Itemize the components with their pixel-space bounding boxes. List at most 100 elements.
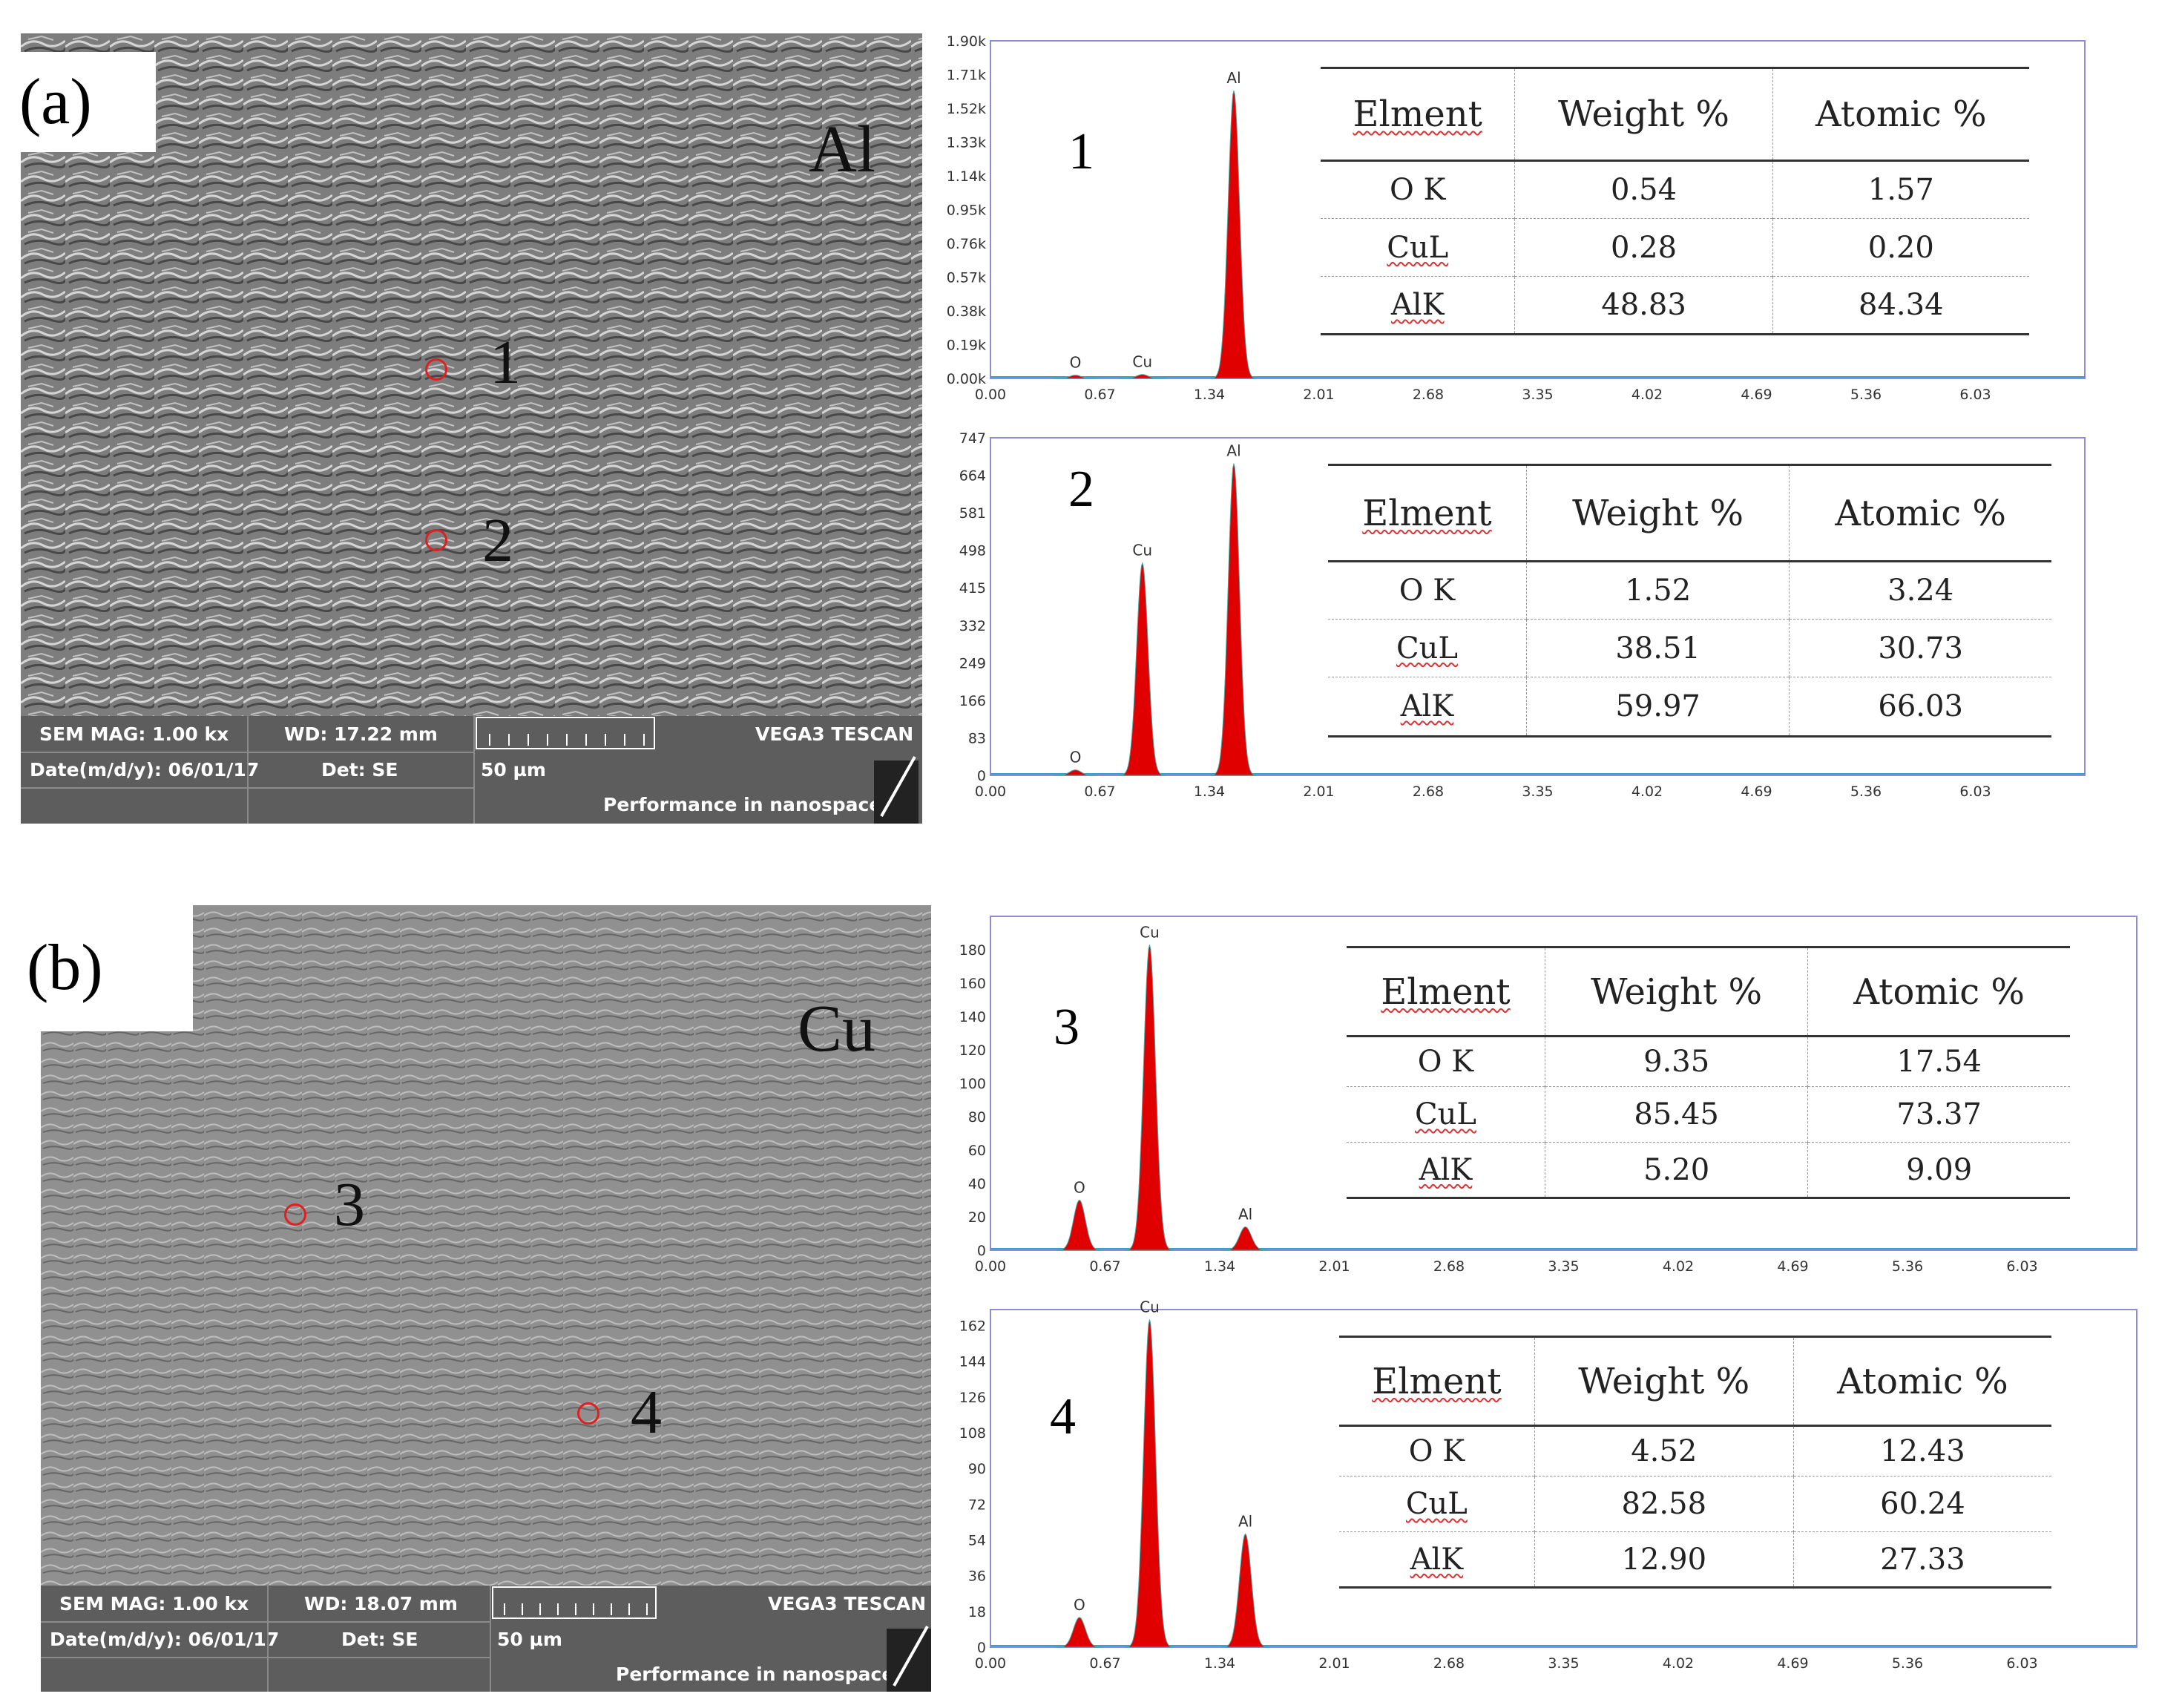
y-tick-label: 100 [959, 1076, 986, 1092]
scale-bar-icon [476, 717, 655, 749]
y-tick-label: 0.95k [947, 203, 986, 219]
x-tick-label: 6.03 [2006, 1258, 2037, 1275]
composition-table: Elment Weight % Atomic % O K 4.52 12.43 Cu… [1339, 1336, 2051, 1589]
element-cell: O K [1321, 160, 1515, 219]
column-header-weight: Weight % [1525, 464, 1790, 562]
tescan-logo-icon [874, 756, 919, 824]
weight-cell: 59.97 [1525, 677, 1790, 738]
y-tick-label: 747 [959, 430, 986, 447]
analysis-spot-marker [425, 358, 447, 381]
sem-texture-al [21, 33, 922, 824]
peak-O [1052, 375, 1099, 379]
y-tick-label: 0 [977, 768, 986, 784]
y-tick-label: 160 [959, 976, 986, 992]
tescan-logo-icon [887, 1626, 931, 1692]
x-tick-label: 1.34 [1204, 1258, 1235, 1275]
weight-cell: 0.28 [1514, 218, 1773, 277]
y-tick-label: 0.19k [947, 338, 986, 354]
column-header-element: Elment [1347, 946, 1545, 1037]
x-tick-label: 6.03 [1959, 387, 1991, 403]
peak-label: Al [1238, 1206, 1252, 1223]
x-tick-label: 5.36 [1850, 784, 1882, 800]
weight-cell: 5.20 [1544, 1142, 1808, 1199]
x-tick-label: 1.34 [1194, 387, 1225, 403]
x-tick-label: 4.69 [1777, 1655, 1808, 1672]
divider [21, 787, 473, 789]
sem-image-al [21, 33, 922, 824]
y-tick-label: 1.33k [947, 135, 986, 151]
sem-magnification: SEM MAG: 1.00 kx [59, 1593, 249, 1615]
y-tick-label: 140 [959, 1009, 986, 1025]
x-tick-label: 2.01 [1303, 387, 1334, 403]
element-cell: CuL [1339, 1476, 1535, 1532]
peak-Cu [1119, 562, 1166, 776]
peak-label: O [1070, 354, 1082, 372]
peak-Al [1210, 463, 1257, 776]
atomic-cell: 73.37 [1807, 1086, 2070, 1143]
divider [41, 1621, 490, 1623]
element-cell: AlK [1347, 1142, 1545, 1199]
weight-cell: 82.58 [1534, 1476, 1794, 1532]
panel-label: (a) [0, 52, 156, 152]
atomic-cell: 60.24 [1792, 1476, 2051, 1532]
y-tick-label: 90 [968, 1461, 986, 1477]
sem-vendor: VEGA3 TESCAN [768, 1593, 927, 1615]
y-tick-label: 415 [959, 580, 986, 597]
sem-detector: Det: SE [321, 759, 398, 781]
column-header-atomic: Atomic % [1789, 464, 2051, 562]
sem-vendor: VEGA3 TESCAN [755, 723, 914, 745]
y-tick-label: 0.57k [947, 270, 986, 286]
y-tick-label: 0 [977, 1243, 986, 1259]
analysis-spot-marker [425, 529, 447, 551]
y-tick-label: 83 [968, 730, 986, 746]
x-tick-label: 2.01 [1318, 1258, 1350, 1275]
x-tick-label: 2.68 [1433, 1258, 1465, 1275]
x-tick-label: 5.36 [1892, 1655, 1923, 1672]
peak-label: Cu [1140, 1298, 1160, 1316]
peak-label: Cu [1140, 923, 1160, 941]
peak-label: Al [1238, 1512, 1252, 1530]
y-tick-label: 120 [959, 1042, 986, 1059]
x-tick-label: 2.01 [1303, 784, 1334, 800]
sem-working-distance: WD: 17.22 mm [284, 723, 438, 745]
x-tick-label: 2.68 [1413, 784, 1444, 800]
x-tick-label: 0.67 [1084, 784, 1115, 800]
x-tick-label: 5.36 [1892, 1258, 1923, 1275]
atomic-cell: 9.09 [1807, 1142, 2070, 1199]
x-tick-label: 4.69 [1741, 387, 1772, 403]
sem-slogan: Performance in nanospace [603, 794, 882, 815]
column-header-atomic: Atomic % [1772, 67, 2029, 162]
eds-spectrum-2: 0 83 166 249 332 415 498 581 664 747 0.00 0.67 1.34 2… [931, 423, 2100, 820]
y-tick-label: 72 [968, 1497, 986, 1513]
divider [490, 1586, 491, 1692]
y-tick-label: 40 [968, 1176, 986, 1192]
peak-label: Cu [1132, 542, 1152, 559]
y-tick-label: 0.00k [947, 371, 986, 387]
x-tick-label: 4.69 [1777, 1258, 1808, 1275]
column-header-element: Elment [1328, 464, 1527, 562]
peak-O [1055, 1199, 1104, 1251]
peak-label: Al [1226, 69, 1240, 87]
peak-label: Cu [1132, 353, 1152, 371]
sem-info-bar: SEM MAG: 1.00 kx WD: 18.07 mm VEGA3 TESC… [41, 1586, 935, 1692]
peak-label: O [1070, 749, 1082, 766]
peak-label: Al [1226, 442, 1240, 460]
sem-working-distance: WD: 18.07 mm [304, 1593, 458, 1615]
weight-cell: 85.45 [1544, 1086, 1808, 1143]
x-tick-label: 4.69 [1741, 784, 1772, 800]
y-tick-label: 0 [977, 1640, 986, 1656]
peak-label: O [1074, 1179, 1085, 1197]
y-tick-label: 20 [968, 1209, 986, 1226]
composition-table: Elment Weight % Atomic % O K 1.52 3.24 CuL… [1328, 464, 2051, 738]
weight-cell: 12.90 [1534, 1531, 1794, 1589]
column-header-element: Elment [1339, 1336, 1535, 1427]
x-tick-label: 2.68 [1413, 387, 1444, 403]
sem-detector: Det: SE [341, 1629, 418, 1650]
weight-cell: 4.52 [1534, 1425, 1794, 1477]
element-cell: AlK [1321, 276, 1515, 335]
atomic-cell: 0.20 [1772, 218, 2029, 277]
spectrum-number: 3 [1054, 999, 1080, 1056]
analysis-spot-marker [284, 1203, 306, 1226]
sem-magnification: SEM MAG: 1.00 kx [39, 723, 229, 745]
x-tick-label: 0.00 [975, 387, 1006, 403]
